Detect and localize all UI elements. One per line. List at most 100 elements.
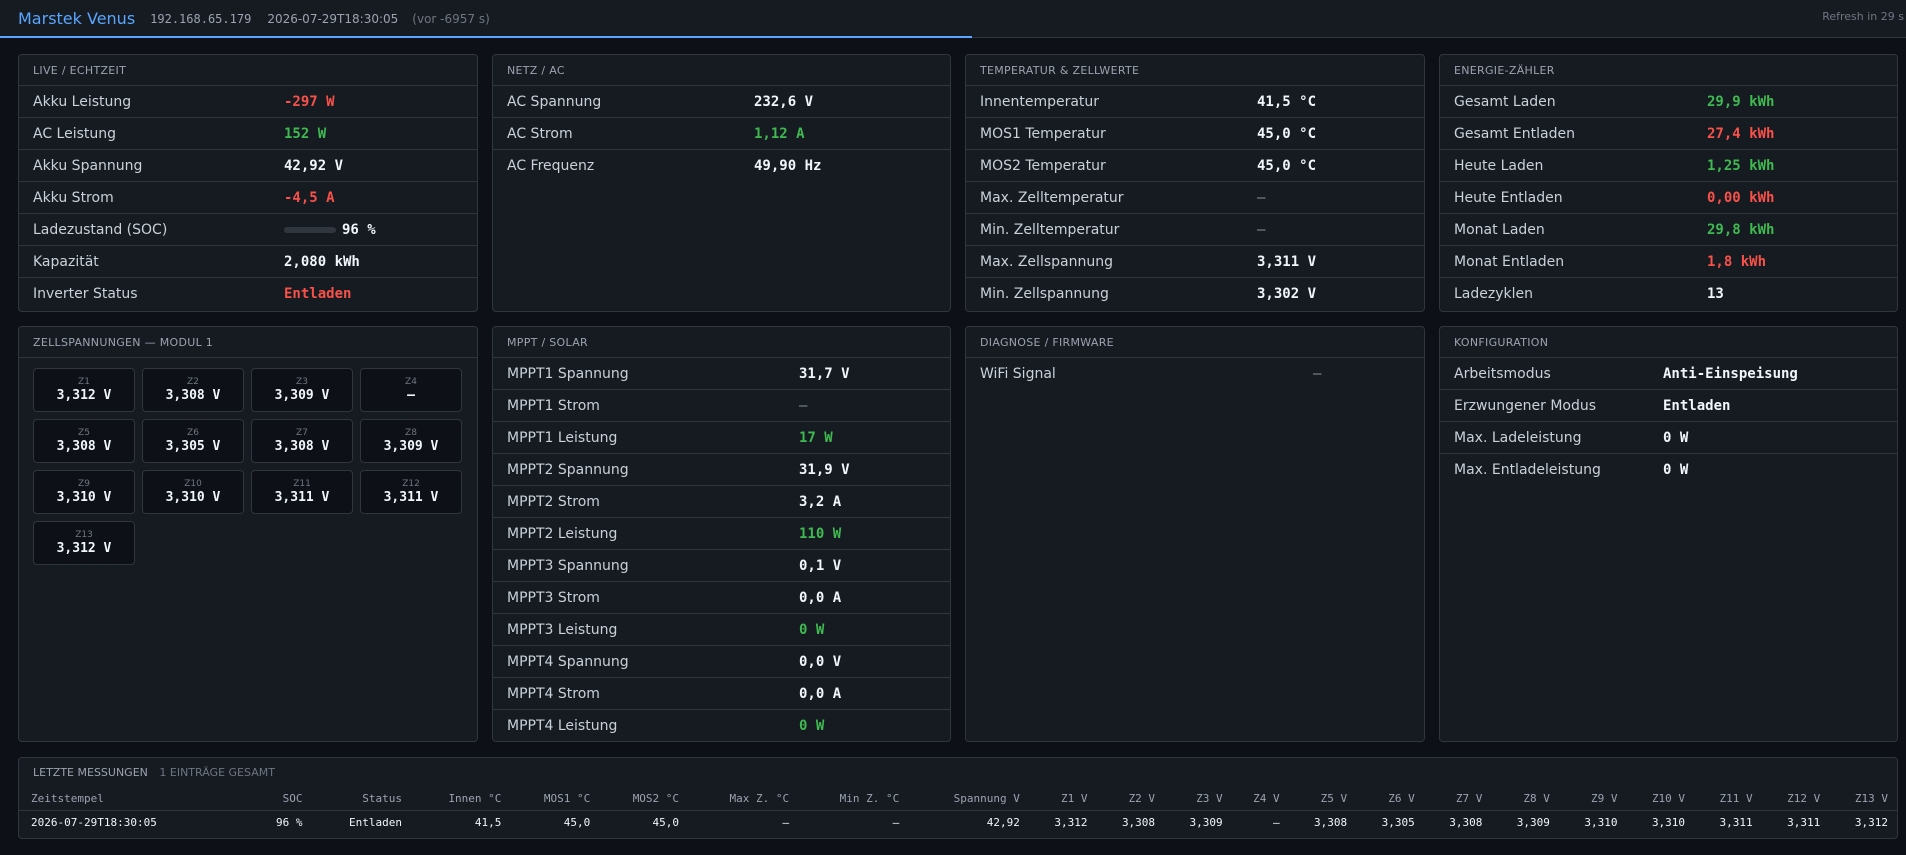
row-label: MPPT4 Strom xyxy=(507,685,600,702)
row-label: AC Strom xyxy=(507,125,573,142)
row-label: MPPT4 Leistung xyxy=(507,718,618,734)
column-header[interactable]: Z12 V xyxy=(1761,788,1830,811)
column-header[interactable]: Zeitstempel xyxy=(19,788,255,811)
row-label: MPPT1 Spannung xyxy=(507,365,629,382)
cell-voltage: 3,308 V xyxy=(165,388,221,403)
live-card: LIVE / ECHTZEIT Akku Leistung -297 W AC Le… xyxy=(18,54,478,312)
cell-label: Z5 xyxy=(78,428,90,438)
row-value: 29,9 kWh xyxy=(1707,93,1775,110)
mppt-row: MPPT4 Spannung 0,0 V xyxy=(493,646,950,678)
row-value: 31,7 V xyxy=(799,365,850,382)
table-cell: – xyxy=(1272,816,1280,830)
column-header[interactable]: Status xyxy=(311,788,411,811)
row-value: – xyxy=(799,397,808,414)
card-title: DIAGNOSE / FIRMWARE xyxy=(966,327,1424,358)
row-value: 0,00 kWh xyxy=(1707,189,1775,206)
column-header[interactable]: Z1 V xyxy=(1028,788,1097,811)
card-title: NETZ / AC xyxy=(493,55,950,86)
table-cell: 3,310 xyxy=(1584,816,1618,830)
row-label: AC Frequenz xyxy=(507,158,595,174)
temp-row: MOS2 Temperatur 45,0 °C xyxy=(966,150,1424,182)
cell-tile: Z3 3,309 V xyxy=(251,368,353,412)
row-value: 45,0 °C xyxy=(1257,125,1317,142)
cell-label: Z7 xyxy=(296,428,308,438)
column-header[interactable]: Spannung V xyxy=(908,788,1029,811)
column-header[interactable]: Max Z. °C xyxy=(688,788,799,811)
cell-tile: Z9 3,310 V xyxy=(33,470,135,514)
card-title: MPPT / SOLAR xyxy=(493,327,950,358)
row-label: Akku Leistung xyxy=(33,93,132,110)
column-header[interactable]: Z11 V xyxy=(1694,788,1762,811)
column-header[interactable]: Z6 V xyxy=(1356,788,1424,811)
row-value: 2,080 kWh xyxy=(284,253,360,270)
cell-label: Z3 xyxy=(296,377,308,387)
row-label: Heute Laden xyxy=(1454,157,1544,174)
energy-card: ENERGIE-ZÄHLER Gesamt Laden 29,9 kWh Gesam… xyxy=(1439,54,1898,312)
row-value: -4,5 A xyxy=(284,189,335,206)
mppt-row: MPPT3 Strom 0,0 A xyxy=(493,582,950,614)
table-cell: 3,309 xyxy=(1516,816,1550,830)
row-label: Ladezustand (SOC) xyxy=(33,221,168,238)
row-label: Akku Strom xyxy=(33,189,114,206)
table-cell: 45,0 xyxy=(563,816,591,830)
cell-voltage: 3,312 V xyxy=(56,541,112,556)
column-header[interactable]: Z9 V xyxy=(1558,788,1627,811)
mppt-row: MPPT3 Spannung 0,1 V xyxy=(493,550,950,582)
last-update-timestamp: 2026-07-29T18:30:05 xyxy=(267,11,399,26)
row-value: 3,302 V xyxy=(1257,286,1317,302)
table-cell: 96 % xyxy=(276,816,303,830)
column-header[interactable]: Z4 V xyxy=(1231,788,1289,811)
card-title: TEMPERATUR & ZELLWERTE xyxy=(966,55,1424,86)
energie-row: Monat Laden 29,8 kWh xyxy=(1440,214,1897,246)
row-label: Monat Laden xyxy=(1454,221,1545,238)
column-header[interactable]: Z13 V xyxy=(1829,788,1897,811)
row-value: 0 W xyxy=(799,718,825,734)
card-title: LIVE / ECHTZEIT xyxy=(19,55,477,86)
table-cell: 42,92 xyxy=(986,816,1020,830)
table-cell: 41,5 xyxy=(474,816,502,830)
refresh-progress-bar xyxy=(0,36,973,38)
energie-row: Monat Entladen 1,8 kWh xyxy=(1440,246,1897,278)
column-header[interactable]: SOC xyxy=(254,788,312,811)
app-title: Marstek Venus xyxy=(18,9,136,28)
row-label: Max. Entladeleistung xyxy=(1454,462,1601,478)
row-value: 0,0 A xyxy=(799,685,842,702)
column-header[interactable]: Z5 V xyxy=(1288,788,1357,811)
cell-label: Z6 xyxy=(187,428,199,438)
column-header[interactable]: Z7 V xyxy=(1423,788,1492,811)
column-header[interactable]: Z2 V xyxy=(1096,788,1165,811)
column-header[interactable]: Z10 V xyxy=(1626,788,1695,811)
cell-label: Z12 xyxy=(402,479,420,489)
top-bar: Marstek Venus 192.168.65.179 2026-07-29T… xyxy=(0,0,1906,38)
entry-count: 1 EINTRÄGE GESAMT xyxy=(159,766,275,779)
row-value: Entladen xyxy=(1663,397,1731,414)
soc-progress-bar xyxy=(284,226,336,233)
cell-voltages-card: ZELLSPANNUNGEN — MODUL 1 Z1 3,312 V Z2 3,30… xyxy=(18,326,478,742)
column-header[interactable]: Z8 V xyxy=(1491,788,1559,811)
column-header[interactable]: Z3 V xyxy=(1164,788,1232,811)
netz-row: AC Frequenz 49,90 Hz xyxy=(493,150,950,182)
column-header[interactable]: MOS1 °C xyxy=(510,788,600,811)
cell-label: Z1 xyxy=(78,377,90,387)
refresh-countdown: Refresh in 29 s xyxy=(1822,10,1904,23)
row-value: 1,25 kWh xyxy=(1707,157,1775,174)
measurements-title: LETZTE MESSUNGEN xyxy=(33,766,148,779)
row-value: 0,0 A xyxy=(799,589,842,606)
mppt-row: MPPT1 Leistung 17 W xyxy=(493,422,950,454)
temp-row: Min. Zelltemperatur – xyxy=(966,214,1424,246)
row-label: MPPT2 Spannung xyxy=(507,461,629,478)
cell-tile: Z1 3,312 V xyxy=(33,368,135,412)
column-header[interactable]: Min Z. °C xyxy=(798,788,909,811)
table-cell: Entladen xyxy=(349,816,402,830)
row-value: Entladen xyxy=(284,286,352,302)
konfig-row: Erzwungener Modus Entladen xyxy=(1440,390,1897,422)
measurements-card: LETZTE MESSUNGEN 1 EINTRÄGE GESAMT Zeits… xyxy=(18,757,1898,839)
diagnostics-card: DIAGNOSE / FIRMWARE WiFi Signal – xyxy=(965,326,1425,742)
column-header[interactable]: Innen °C xyxy=(410,788,511,811)
konfig-row: Arbeitsmodus Anti-Einspeisung xyxy=(1440,358,1897,390)
table-cell: 2026-07-29T18:30:05 xyxy=(31,816,157,830)
energie-row: Gesamt Entladen 27,4 kWh xyxy=(1440,118,1897,150)
cell-voltage: 3,310 V xyxy=(56,490,112,505)
row-value: 3,2 A xyxy=(799,493,842,510)
column-header[interactable]: MOS2 °C xyxy=(599,788,689,811)
